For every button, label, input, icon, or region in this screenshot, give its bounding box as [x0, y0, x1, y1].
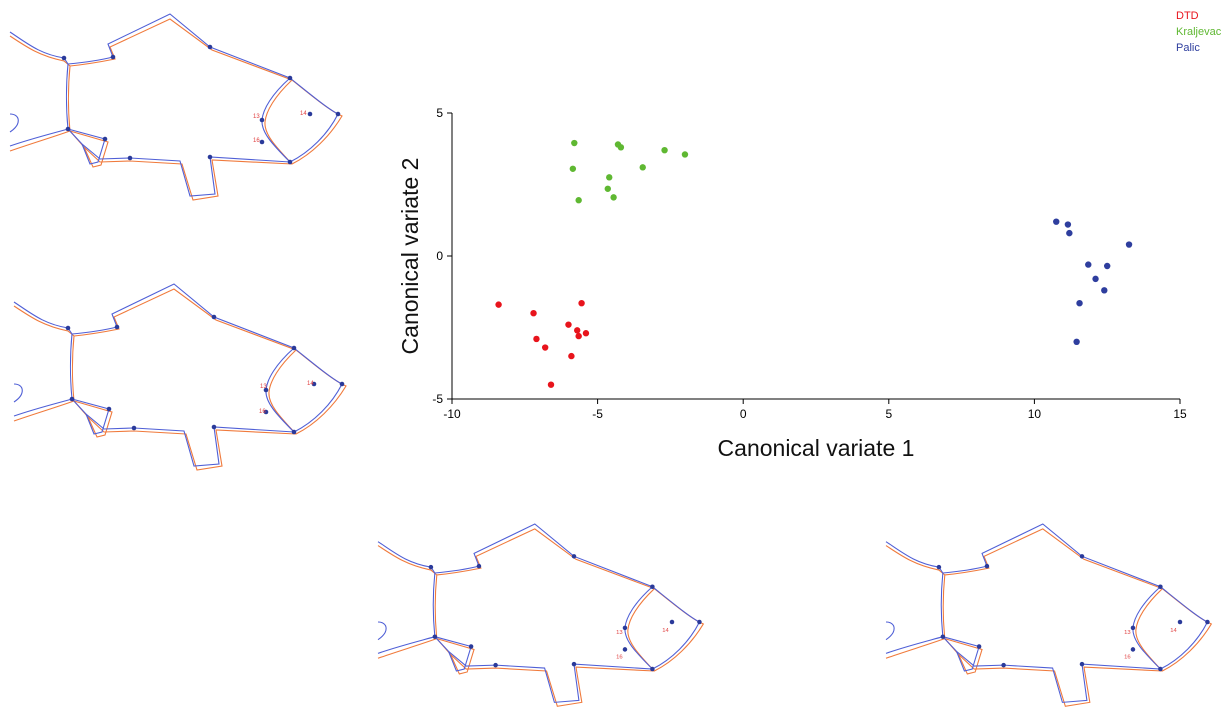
legend: DTD Kraljevac Palic — [1176, 10, 1222, 54]
fish-diagram-bottom-right: 13 14 16 — [885, 523, 1212, 707]
point-kraljevac-9 — [661, 146, 668, 154]
point-dtd-0 — [495, 301, 502, 308]
point-palic-8 — [1076, 299, 1083, 307]
x-axis-label: Canonical variate 1 — [718, 435, 915, 461]
x-axis-ticks: -10 -5 0 5 10 15 — [443, 399, 1187, 421]
x-tick-label: -5 — [592, 407, 603, 421]
fish-diagram-middle-left: 13 14 16 — [13, 283, 347, 471]
landmark-label-14: 14 — [1170, 628, 1177, 634]
fish-diagram-bottom-center: 13 14 16 — [377, 523, 704, 707]
landmark-label-13: 13 — [1124, 630, 1131, 636]
x-tick-label: 0 — [740, 407, 747, 421]
point-dtd-2 — [533, 335, 540, 343]
point-kraljevac-8 — [639, 164, 646, 171]
point-dtd-3 — [541, 344, 549, 351]
point-kraljevac-1 — [569, 165, 577, 172]
y-axis-label: Canonical variate 2 — [397, 158, 423, 355]
landmark-label-13: 13 — [260, 384, 267, 390]
point-kraljevac-10 — [681, 151, 689, 158]
landmark-label-14: 14 — [662, 628, 669, 634]
point-palic-5 — [1104, 262, 1111, 270]
x-tick-label: 10 — [1028, 407, 1042, 421]
landmark-label-13: 13 — [616, 630, 623, 636]
point-dtd-10 — [547, 381, 555, 388]
point-kraljevac-5 — [610, 194, 617, 201]
landmark-label-16: 16 — [1124, 654, 1131, 660]
legend-entry-kraljevac: Kraljevac — [1176, 26, 1222, 38]
point-palic-1 — [1064, 221, 1072, 228]
legend-entry-dtd: DTD — [1176, 10, 1199, 22]
landmark-label-16: 16 — [616, 654, 623, 660]
point-palic-2 — [1066, 229, 1073, 237]
y-tick-label: -5 — [432, 392, 443, 406]
point-dtd-1 — [530, 310, 537, 317]
y-tick-label: 5 — [436, 106, 443, 120]
y-tick-label: 0 — [436, 249, 443, 263]
point-palic-7 — [1125, 241, 1133, 248]
landmark-label-14: 14 — [307, 381, 314, 387]
point-kraljevac-4 — [604, 185, 611, 192]
point-palic-6 — [1101, 287, 1108, 294]
point-dtd-5 — [568, 352, 575, 360]
point-dtd-8 — [578, 299, 585, 307]
landmark-label-13: 13 — [253, 114, 260, 120]
point-dtd-7 — [575, 332, 582, 340]
point-dtd-4 — [565, 321, 572, 328]
point-kraljevac-0 — [571, 139, 578, 147]
fish-diagram-top-left: 13 14 16 — [9, 13, 343, 201]
scatter-plot: -10 -5 0 5 10 15 -505 Canonical variate 1 Can… — [397, 106, 1187, 461]
point-kraljevac-7 — [617, 144, 625, 151]
point-dtd-9 — [582, 330, 590, 337]
landmark-label-14: 14 — [300, 111, 307, 117]
point-palic-0 — [1053, 218, 1060, 225]
landmark-label-16: 16 — [259, 409, 266, 415]
point-palic-3 — [1085, 261, 1092, 268]
x-tick-label: -10 — [443, 407, 461, 421]
point-palic-4 — [1092, 275, 1099, 283]
point-kraljevac-2 — [575, 197, 582, 204]
point-palic-9 — [1073, 338, 1080, 345]
x-tick-label: 5 — [885, 407, 892, 421]
point-kraljevac-3 — [606, 174, 613, 181]
landmark-label-16: 16 — [253, 138, 260, 144]
point-dtd-6 — [574, 327, 581, 334]
legend-entry-palic: Palic — [1176, 42, 1200, 54]
data-points — [495, 139, 1133, 388]
y-axis-ticks: -5 0 5 — [432, 106, 452, 406]
x-tick-label: 15 — [1173, 407, 1187, 421]
